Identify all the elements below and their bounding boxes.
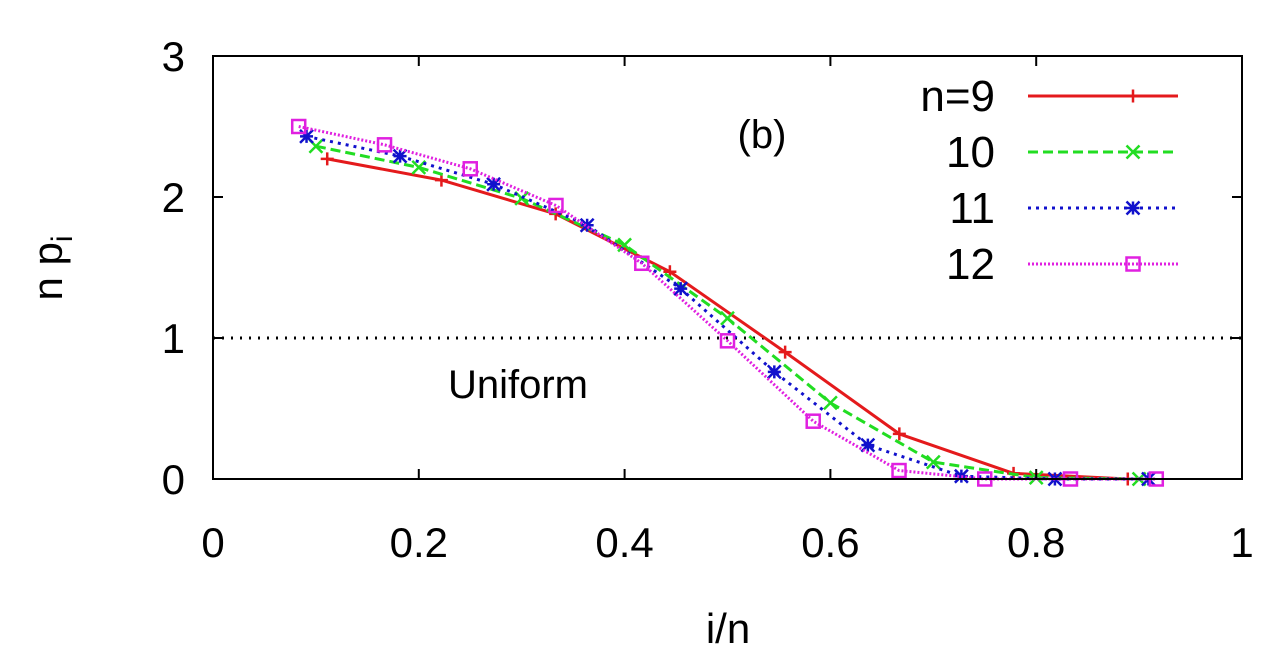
series-line (298, 125, 1157, 481)
data-point (579, 217, 595, 233)
data-point (823, 395, 838, 411)
legend-marker (1125, 144, 1141, 160)
legend-marker (1125, 200, 1141, 216)
data-point (778, 345, 792, 359)
data-point (673, 281, 689, 297)
legend-label: n=9 (920, 72, 995, 121)
legend-marker (1125, 256, 1141, 272)
y-tick-label: 0 (162, 456, 185, 503)
data-point (411, 160, 427, 175)
plot-frame (212, 55, 1243, 480)
data-point (299, 128, 314, 144)
data-point (719, 333, 736, 349)
reference-line-label: Uniform (448, 363, 588, 407)
data-point (376, 137, 393, 153)
x-tick-label: 0 (201, 519, 224, 566)
x-tick-label: 0.8 (1007, 519, 1065, 566)
y-tick-label: 2 (162, 174, 185, 221)
y-axis-label-group: n pi (24, 235, 79, 300)
x-tick-label: 0.4 (595, 519, 653, 566)
data-point (860, 437, 876, 453)
x-tick-label: 0.6 (801, 519, 859, 566)
data-point (290, 118, 307, 135)
series-group (290, 118, 1165, 487)
data-point (514, 191, 530, 206)
data-point (891, 462, 907, 479)
legend: n=9 10 11 12 (920, 72, 1178, 289)
series-line (326, 157, 1128, 481)
svg-text:n pi: n pi (24, 235, 79, 300)
data-point (548, 197, 564, 214)
data-point (634, 255, 650, 272)
data-point (925, 454, 941, 470)
data-point (766, 364, 782, 380)
series-line (306, 134, 1149, 481)
data-point (320, 152, 334, 166)
data-point (892, 427, 906, 441)
legend-label: 11 (949, 184, 995, 233)
x-axis-label: i/n (706, 605, 750, 652)
data-point (486, 176, 501, 192)
legend-label: 10 (946, 128, 995, 177)
y-tick-label: 3 (162, 33, 185, 80)
data-point (720, 310, 735, 326)
legend-label: 12 (946, 240, 995, 289)
data-point (805, 413, 821, 429)
y-axis-label-subscript: i (46, 235, 79, 242)
y-tick-label: 1 (162, 315, 185, 362)
y-axis-label: n p (24, 242, 71, 300)
data-point (392, 148, 408, 164)
panel-label: (b) (738, 113, 787, 157)
x-tick-label: 0.2 (390, 519, 448, 566)
legend-marker (1126, 89, 1140, 103)
x-tick-label: 1 (1230, 519, 1253, 566)
data-point (462, 161, 478, 177)
